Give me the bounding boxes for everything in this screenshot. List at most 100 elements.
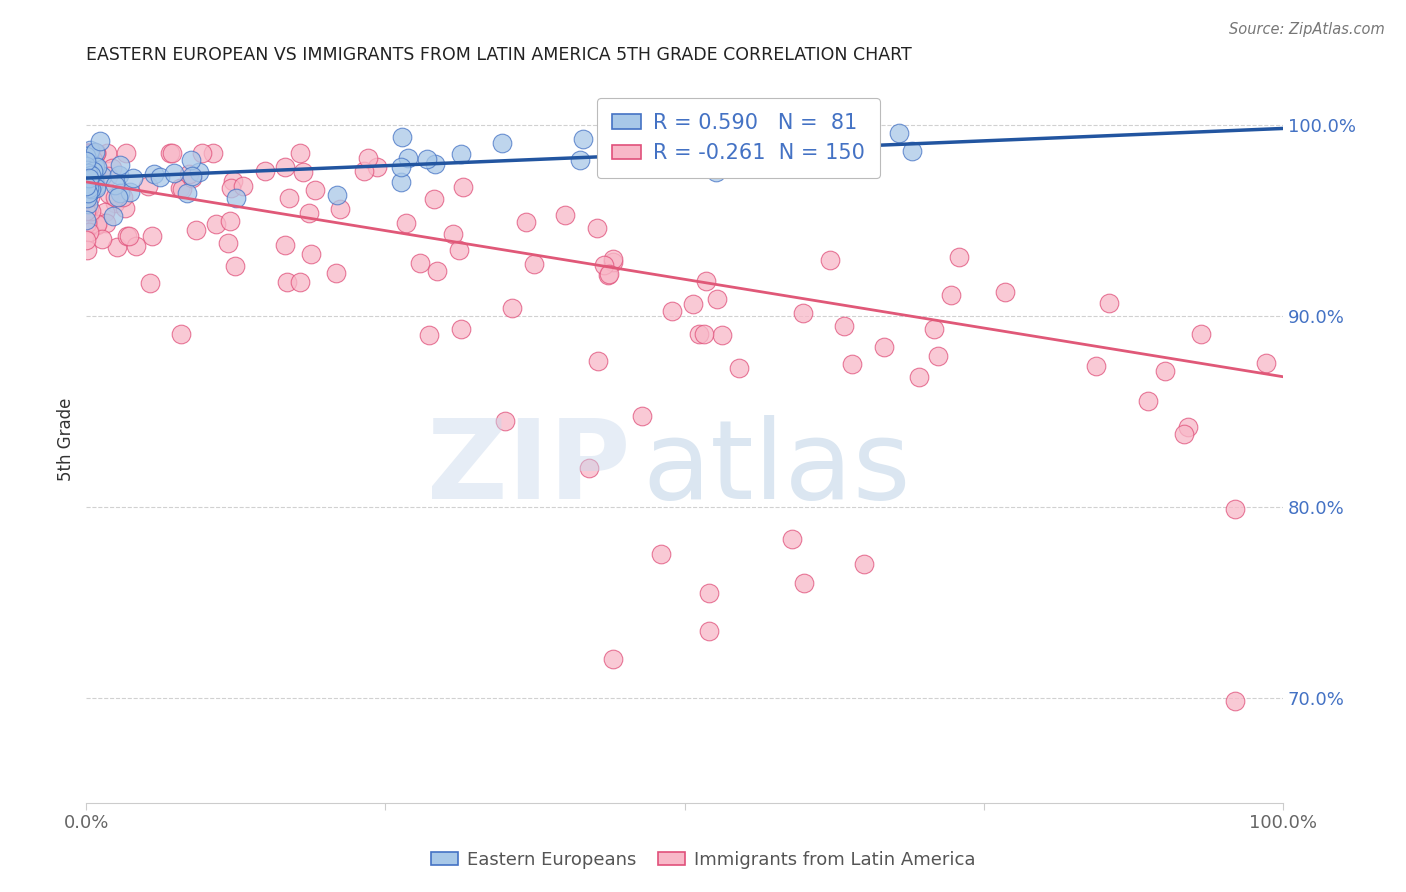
- Point: [908, 370, 931, 384]
- Point: [922, 322, 945, 336]
- Point: [75, 153, 97, 167]
- Point: [793, 576, 815, 591]
- Point: [728, 361, 751, 376]
- Point: [554, 208, 576, 222]
- Point: [169, 181, 191, 195]
- Point: [578, 461, 600, 475]
- Point: [423, 192, 446, 206]
- Point: [75, 160, 97, 174]
- Point: [75, 167, 97, 181]
- Point: [273, 160, 295, 174]
- Point: [602, 252, 624, 267]
- Point: [79, 185, 101, 199]
- Point: [948, 250, 970, 264]
- Point: [79, 171, 101, 186]
- Point: [76, 191, 98, 205]
- Point: [585, 221, 607, 235]
- Point: [494, 414, 516, 428]
- Point: [83, 169, 105, 184]
- Point: [827, 158, 849, 172]
- Point: [782, 532, 804, 546]
- Point: [138, 178, 160, 193]
- Point: [76, 162, 98, 177]
- Point: [299, 247, 322, 261]
- Point: [180, 170, 202, 185]
- Point: [219, 214, 242, 228]
- Point: [75, 233, 97, 247]
- Point: [108, 186, 131, 200]
- Point: [111, 190, 134, 204]
- Point: [94, 204, 117, 219]
- Point: [84, 161, 107, 175]
- Point: [395, 216, 418, 230]
- Point: [693, 326, 716, 341]
- Point: [818, 252, 841, 267]
- Point: [353, 164, 375, 178]
- Point: [101, 161, 124, 175]
- Point: [76, 185, 98, 199]
- Point: [176, 186, 198, 200]
- Point: [426, 264, 449, 278]
- Point: [276, 276, 298, 290]
- Point: [84, 179, 107, 194]
- Text: atlas: atlas: [643, 416, 911, 523]
- Point: [697, 624, 720, 638]
- Point: [82, 175, 104, 189]
- Point: [792, 306, 814, 320]
- Point: [79, 182, 101, 196]
- Point: [602, 255, 624, 269]
- Point: [841, 358, 863, 372]
- Point: [118, 185, 141, 199]
- Point: [104, 195, 127, 210]
- Point: [423, 156, 446, 170]
- Point: [288, 146, 311, 161]
- Point: [84, 180, 107, 194]
- Point: [1154, 364, 1177, 378]
- Point: [274, 237, 297, 252]
- Point: [77, 176, 100, 190]
- Point: [1225, 502, 1247, 516]
- Point: [409, 256, 432, 270]
- Point: [90, 169, 112, 183]
- Point: [101, 209, 124, 223]
- Point: [224, 259, 246, 273]
- Point: [83, 145, 105, 159]
- Point: [115, 228, 138, 243]
- Point: [76, 146, 98, 161]
- Point: [572, 132, 595, 146]
- Point: [80, 168, 103, 182]
- Point: [114, 146, 136, 161]
- Point: [76, 148, 98, 162]
- Point: [721, 120, 744, 135]
- Point: [184, 223, 207, 237]
- Point: [253, 163, 276, 178]
- Point: [288, 275, 311, 289]
- Point: [831, 143, 853, 157]
- Point: [190, 146, 212, 161]
- Point: [450, 146, 472, 161]
- Point: [80, 204, 103, 219]
- Point: [304, 183, 326, 197]
- Point: [179, 167, 201, 181]
- Point: [600, 154, 623, 169]
- Point: [831, 113, 853, 128]
- Point: [97, 169, 120, 183]
- Point: [695, 274, 717, 288]
- Point: [619, 146, 641, 161]
- Point: [75, 179, 97, 194]
- Point: [82, 172, 104, 186]
- Point: [76, 146, 98, 161]
- Point: [107, 190, 129, 204]
- Point: [1223, 694, 1246, 708]
- Point: [1098, 296, 1121, 310]
- Point: [76, 215, 98, 229]
- Point: [325, 266, 347, 280]
- Point: [298, 205, 321, 219]
- Point: [523, 257, 546, 271]
- Point: [1256, 355, 1278, 369]
- Point: [706, 292, 728, 306]
- Legend: R = 0.590   N =  81, R = -0.261  N = 150: R = 0.590 N = 81, R = -0.261 N = 150: [598, 98, 880, 178]
- Point: [588, 353, 610, 368]
- Point: [451, 180, 474, 194]
- Point: [76, 170, 98, 185]
